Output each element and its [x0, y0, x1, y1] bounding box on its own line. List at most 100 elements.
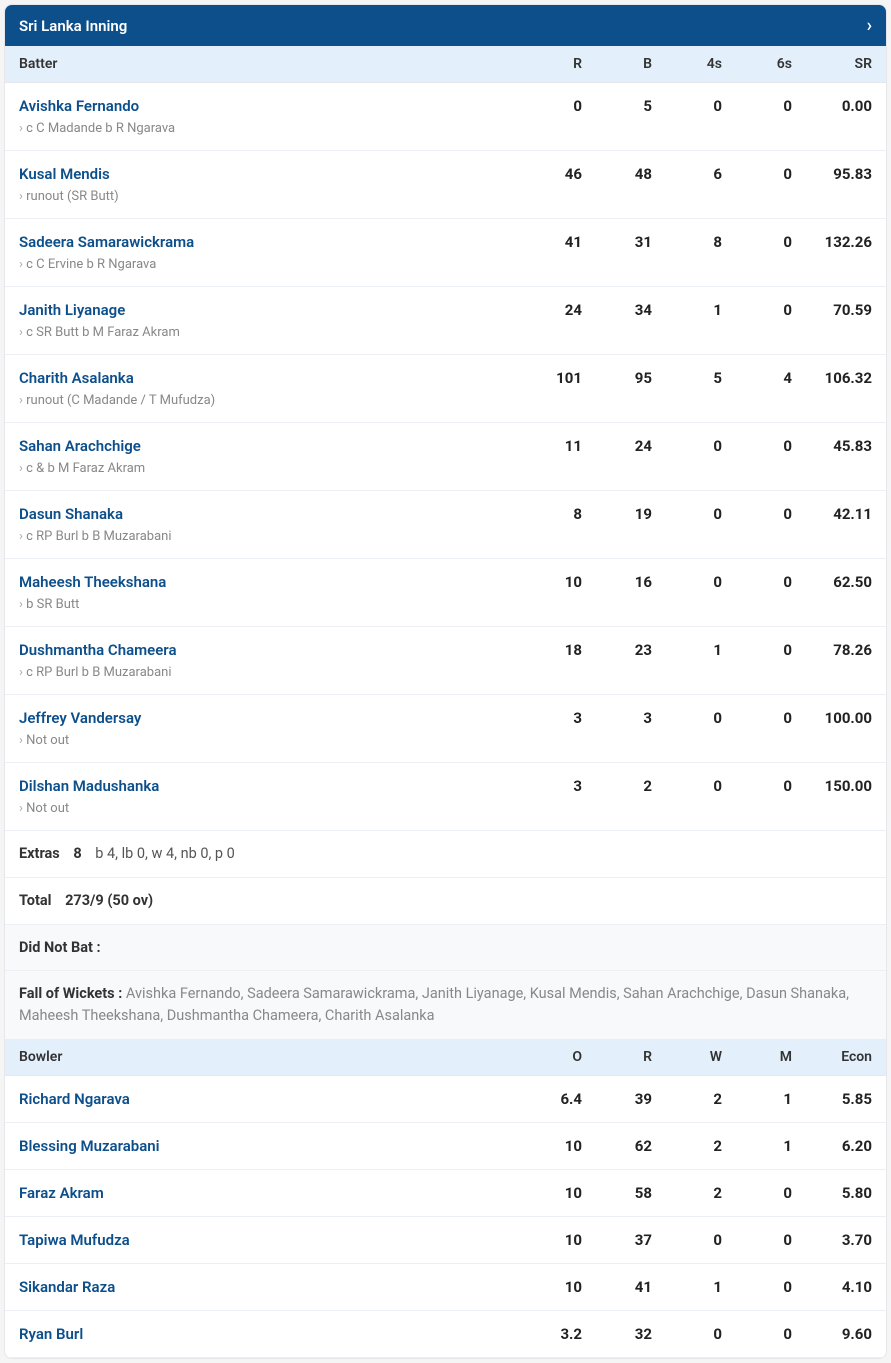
fours-value: 0 — [652, 709, 722, 727]
balls-value: 19 — [582, 505, 652, 523]
col-econ: Econ — [792, 1049, 872, 1065]
total-row: Total 273/9 (50 ov) — [5, 877, 886, 924]
bowler-name[interactable]: Tapiwa Mufudza — [19, 1231, 512, 1249]
fours-value: 0 — [652, 505, 722, 523]
bowler-name[interactable]: Faraz Akram — [19, 1184, 512, 1202]
balls-value: 16 — [582, 573, 652, 591]
col-overs: O — [512, 1049, 582, 1065]
batting-column-header: Batter R B 4s 6s SR — [5, 46, 886, 83]
batter-name[interactable]: Avishka Fernando — [19, 97, 512, 115]
batter-cell: Charith Asalanka runout (C Madande / T M… — [19, 369, 512, 408]
extras-value: 8 — [73, 845, 81, 862]
fours-value: 5 — [652, 369, 722, 387]
bowler-name[interactable]: Sikandar Raza — [19, 1278, 512, 1296]
runs-value: 41 — [512, 233, 582, 251]
runs-conceded-value: 58 — [582, 1184, 652, 1202]
batter-name[interactable]: Kusal Mendis — [19, 165, 512, 183]
col-wickets: W — [652, 1049, 722, 1065]
extras-detail: b 4, lb 0, w 4, nb 0, p 0 — [95, 845, 235, 862]
econ-value: 9.60 — [792, 1325, 872, 1343]
maidens-value: 1 — [722, 1137, 792, 1155]
runs-conceded-value: 62 — [582, 1137, 652, 1155]
balls-value: 24 — [582, 437, 652, 455]
econ-value: 6.20 — [792, 1137, 872, 1155]
col-sr: SR — [792, 56, 872, 72]
balls-value: 31 — [582, 233, 652, 251]
dismissal-text: b SR Butt — [19, 597, 512, 612]
overs-value: 3.2 — [512, 1325, 582, 1343]
sr-value: 70.59 — [792, 301, 872, 319]
fours-value: 0 — [652, 777, 722, 795]
runs-conceded-value: 37 — [582, 1231, 652, 1249]
batting-row: Jeffrey Vandersay Not out 3 3 0 0 100.00 — [5, 695, 886, 763]
batter-name[interactable]: Jeffrey Vandersay — [19, 709, 512, 727]
batter-name[interactable]: Sahan Arachchige — [19, 437, 512, 455]
econ-value: 5.85 — [792, 1090, 872, 1108]
batter-cell: Dushmantha Chameera c RP Burl b B Muzara… — [19, 641, 512, 680]
col-sixes: 6s — [722, 56, 792, 72]
extras-label: Extras — [19, 845, 60, 862]
fours-value: 1 — [652, 301, 722, 319]
batter-cell: Kusal Mendis runout (SR Butt) — [19, 165, 512, 204]
bowler-name[interactable]: Blessing Muzarabani — [19, 1137, 512, 1155]
runs-value: 46 — [512, 165, 582, 183]
fours-value: 8 — [652, 233, 722, 251]
wickets-value: 1 — [652, 1278, 722, 1296]
maidens-value: 0 — [722, 1231, 792, 1249]
fours-value: 6 — [652, 165, 722, 183]
sr-value: 132.26 — [792, 233, 872, 251]
dismissal-text: runout (SR Butt) — [19, 189, 512, 204]
balls-value: 48 — [582, 165, 652, 183]
runs-value: 18 — [512, 641, 582, 659]
batter-cell: Sahan Arachchige c & b M Faraz Akram — [19, 437, 512, 476]
runs-conceded-value: 41 — [582, 1278, 652, 1296]
bowling-row: Sikandar Raza 10 41 1 0 4.10 — [5, 1264, 886, 1311]
total-label: Total — [19, 892, 51, 909]
dismissal-text: Not out — [19, 801, 512, 816]
bowling-row: Blessing Muzarabani 10 62 2 1 6.20 — [5, 1123, 886, 1170]
batting-row: Sadeera Samarawickrama c C Ervine b R Ng… — [5, 219, 886, 287]
fours-value: 0 — [652, 573, 722, 591]
dnb-row: Did Not Bat : — [5, 924, 886, 971]
batter-name[interactable]: Dushmantha Chameera — [19, 641, 512, 659]
batter-name[interactable]: Charith Asalanka — [19, 369, 512, 387]
dismissal-text: c C Madande b R Ngarava — [19, 121, 512, 136]
dnb-label: Did Not Bat : — [19, 939, 101, 956]
sixes-value: 0 — [722, 505, 792, 523]
econ-value: 3.70 — [792, 1231, 872, 1249]
overs-value: 6.4 — [512, 1090, 582, 1108]
overs-value: 10 — [512, 1278, 582, 1296]
batter-name[interactable]: Dilshan Madushanka — [19, 777, 512, 795]
dismissal-text: Not out — [19, 733, 512, 748]
batting-row: Janith Liyanage c SR Butt b M Faraz Akra… — [5, 287, 886, 355]
maidens-value: 1 — [722, 1090, 792, 1108]
bowling-row: Tapiwa Mufudza 10 37 0 0 3.70 — [5, 1217, 886, 1264]
batter-name[interactable]: Dasun Shanaka — [19, 505, 512, 523]
dismissal-text: c C Ervine b R Ngarava — [19, 257, 512, 272]
batting-row: Dasun Shanaka c RP Burl b B Muzarabani 8… — [5, 491, 886, 559]
overs-value: 10 — [512, 1137, 582, 1155]
runs-value: 8 — [512, 505, 582, 523]
batting-row: Dilshan Madushanka Not out 3 2 0 0 150.0… — [5, 763, 886, 830]
econ-value: 4.10 — [792, 1278, 872, 1296]
balls-value: 23 — [582, 641, 652, 659]
batter-cell: Jeffrey Vandersay Not out — [19, 709, 512, 748]
batting-row: Charith Asalanka runout (C Madande / T M… — [5, 355, 886, 423]
batter-cell: Janith Liyanage c SR Butt b M Faraz Akra… — [19, 301, 512, 340]
batting-row: Sahan Arachchige c & b M Faraz Akram 11 … — [5, 423, 886, 491]
fours-value: 0 — [652, 437, 722, 455]
sixes-value: 0 — [722, 97, 792, 115]
fours-value: 0 — [652, 97, 722, 115]
batting-rows-container: Avishka Fernando c C Madande b R Ngarava… — [5, 83, 886, 830]
inning-header[interactable]: Sri Lanka Inning › — [5, 5, 886, 46]
sr-value: 100.00 — [792, 709, 872, 727]
batter-name[interactable]: Janith Liyanage — [19, 301, 512, 319]
econ-value: 5.80 — [792, 1184, 872, 1202]
dismissal-text: c RP Burl b B Muzarabani — [19, 665, 512, 680]
overs-value: 10 — [512, 1184, 582, 1202]
bowler-name[interactable]: Ryan Burl — [19, 1325, 512, 1343]
batter-name[interactable]: Sadeera Samarawickrama — [19, 233, 512, 251]
bowler-name[interactable]: Richard Ngarava — [19, 1090, 512, 1108]
batter-name[interactable]: Maheesh Theekshana — [19, 573, 512, 591]
sr-value: 62.50 — [792, 573, 872, 591]
